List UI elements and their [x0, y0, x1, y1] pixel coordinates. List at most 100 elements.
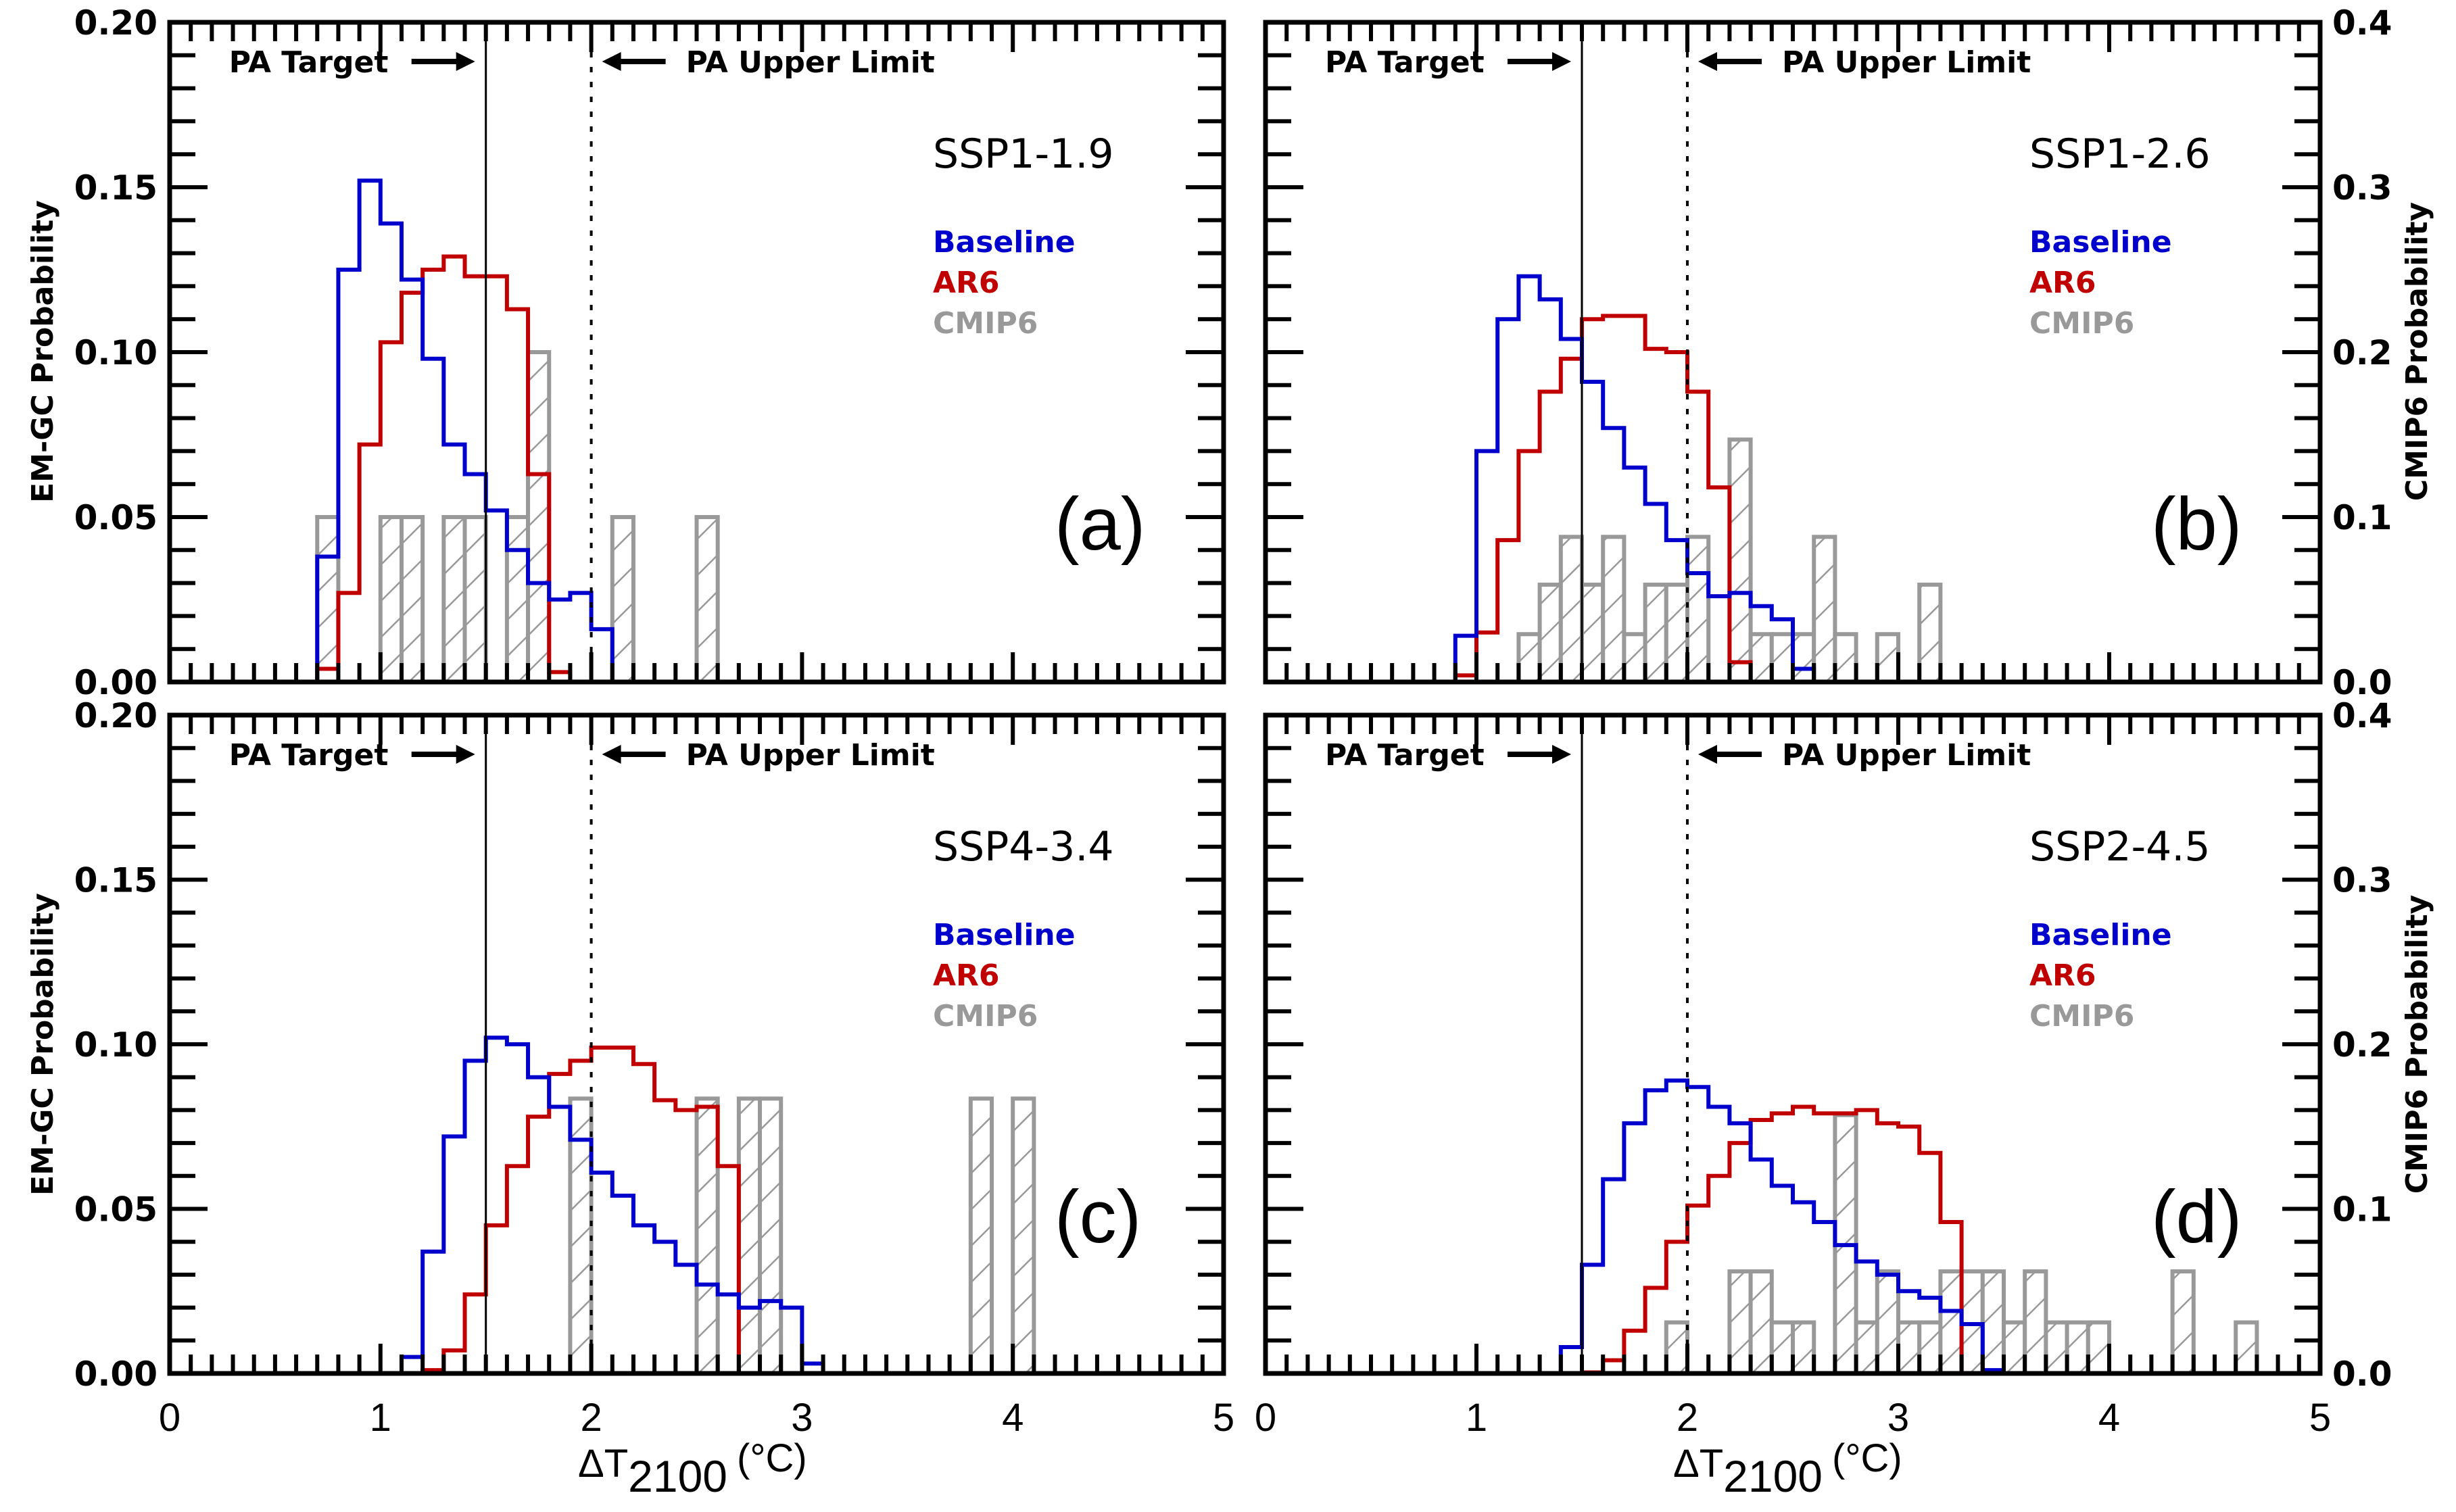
cmip6-bar	[1516, 632, 1542, 684]
legend-cmip6: CMIP6	[933, 306, 1038, 341]
cmip6-bar	[2170, 1269, 2196, 1376]
cmip6-bar	[2086, 1320, 2112, 1376]
cmip6-bar	[1791, 632, 1816, 684]
xlabel-left-delta: ΔT	[578, 1442, 628, 1486]
right-ylabel-bottom: CMIP6 Probability	[2400, 895, 2434, 1194]
x-tick-label: 0	[1255, 1396, 1276, 1440]
cmip6-bar	[694, 515, 720, 684]
left-tick-label: 0.05	[74, 498, 158, 537]
cmip6-bar	[1601, 535, 1627, 685]
right-tick-label: 0.0	[2332, 663, 2392, 702]
x-tick-label: 4	[1002, 1396, 1024, 1440]
cmip6-bar	[1537, 583, 1563, 684]
plot-frame	[1263, 20, 2323, 685]
cmip6-bar	[968, 1096, 994, 1375]
cmip6-bar	[1875, 1269, 1901, 1376]
cmip6-bar	[1854, 1320, 1879, 1376]
scenario-title: SSP2-4.5	[2029, 823, 2211, 871]
cmip6-bar	[1664, 1320, 1690, 1376]
legend-ar6: AR6	[2029, 958, 2096, 993]
panel-letter: (b)	[2151, 483, 2242, 566]
right-tick-label: 0.1	[2332, 1190, 2392, 1229]
legend-baseline: Baseline	[933, 225, 1076, 260]
pa-target-label: PA Target	[229, 738, 389, 773]
cmip6-bars	[315, 350, 720, 684]
cmip6-bar	[1580, 583, 1606, 684]
cmip6-bar	[1833, 632, 1858, 684]
x-tick-label: 0	[159, 1396, 180, 1440]
right-tick-label: 0.0	[2332, 1355, 2392, 1394]
cmip6-bar	[462, 515, 488, 684]
ar6-histogram	[1453, 314, 1753, 682]
pa-upper-limit-label: PA Upper Limit	[1782, 45, 2031, 80]
right-ylabel-top: CMIP6 Probability	[2400, 202, 2434, 501]
cmip6-bar	[1791, 1320, 1816, 1376]
xlabel-right-delta: ΔT	[1673, 1442, 1723, 1486]
cmip6-bar	[2023, 1269, 2048, 1376]
x-tick-label: 1	[1466, 1396, 1487, 1440]
pa-target-label: PA Target	[1325, 738, 1485, 773]
cmip6-bar	[2044, 1320, 2069, 1376]
left-tick-label: 0.20	[74, 696, 158, 735]
xlabel-right-sub: 2100	[1723, 1451, 1823, 1501]
cmip6-bar	[1896, 1320, 1922, 1376]
x-tick-label: 3	[1887, 1396, 1909, 1440]
panel-b: PA Target PA Upper Limit SSP1-2.6 Baseline A…	[1263, 3, 2392, 702]
right-tick-label: 0.3	[2332, 861, 2392, 900]
pa-upper-limit-label: PA Upper Limit	[686, 45, 935, 80]
cmip6-bar	[1011, 1096, 1036, 1375]
arrow-right-icon	[1552, 52, 1571, 71]
left-tick-label: 0.15	[74, 861, 158, 900]
cmip6-bar	[1748, 632, 1774, 684]
left-tick-label: 0.10	[74, 333, 158, 372]
left-tick-label: 0.05	[74, 1190, 158, 1229]
arrow-left-icon	[602, 52, 621, 71]
xlabel-left: ΔT2100 (°C)	[578, 1436, 807, 1501]
cmip6-bar	[1558, 535, 1585, 685]
cmip6-bar	[1622, 632, 1647, 684]
legend-cmip6: CMIP6	[933, 999, 1038, 1033]
cmip6-bar	[758, 1096, 784, 1375]
arrow-left-icon	[1698, 52, 1717, 71]
legend-cmip6: CMIP6	[2029, 999, 2134, 1033]
panel-d: PA Target PA Upper Limit SSP2-4.5 Baseline A…	[1255, 696, 2392, 1440]
xlabel-right-unit: (°C)	[1832, 1436, 1902, 1480]
xlabel-left-sub: 2100	[628, 1451, 727, 1501]
cmip6-bar	[2234, 1320, 2259, 1376]
panel-letter: (a)	[1055, 483, 1145, 566]
left-tick-label: 0.10	[74, 1025, 158, 1065]
x-tick-label: 2	[580, 1396, 602, 1440]
x-tick-label: 1	[370, 1396, 391, 1440]
cmip6-bar	[1643, 583, 1668, 684]
pa-target-label: PA Target	[229, 45, 389, 80]
panel-a: PA Target PA Upper Limit SSP1-1.9 Baseline A…	[74, 3, 1226, 702]
arrow-right-icon	[456, 745, 475, 764]
arrow-right-icon	[456, 52, 475, 71]
xlabel-right: ΔT2100 (°C)	[1673, 1436, 1902, 1501]
x-tick-label: 2	[1677, 1396, 1698, 1440]
cmip6-bar	[1727, 437, 1753, 684]
left-tick-label: 0.00	[74, 1355, 158, 1394]
cmip6-bar	[1917, 1320, 1943, 1376]
cmip6-bar	[1980, 1269, 2006, 1376]
cmip6-bar	[694, 1096, 720, 1375]
pa-target-label: PA Target	[1325, 45, 1485, 80]
ar6-histogram	[420, 1045, 741, 1373]
xlabel-left-unit: (°C)	[737, 1436, 807, 1480]
left-ylabel-top: EM-GC Probability	[26, 200, 60, 503]
legend-ar6: AR6	[2029, 266, 2096, 300]
baseline-histogram	[315, 178, 615, 682]
legend-baseline: Baseline	[933, 918, 1076, 952]
arrow-right-icon	[1552, 745, 1571, 764]
cmip6-bar	[1938, 1269, 1964, 1376]
scenario-title: SSP1-2.6	[2029, 130, 2211, 178]
x-tick-label: 5	[1213, 1396, 1234, 1440]
pa-upper-limit-label: PA Upper Limit	[686, 738, 935, 773]
left-tick-label: 0.00	[74, 663, 158, 702]
legend-cmip6: CMIP6	[2029, 306, 2134, 341]
cmip6-bar	[1769, 632, 1796, 684]
cmip6-bar	[1769, 1320, 1796, 1376]
right-tick-label: 0.1	[2332, 498, 2392, 537]
arrow-left-icon	[602, 745, 621, 764]
legend-ar6: AR6	[933, 958, 1000, 993]
